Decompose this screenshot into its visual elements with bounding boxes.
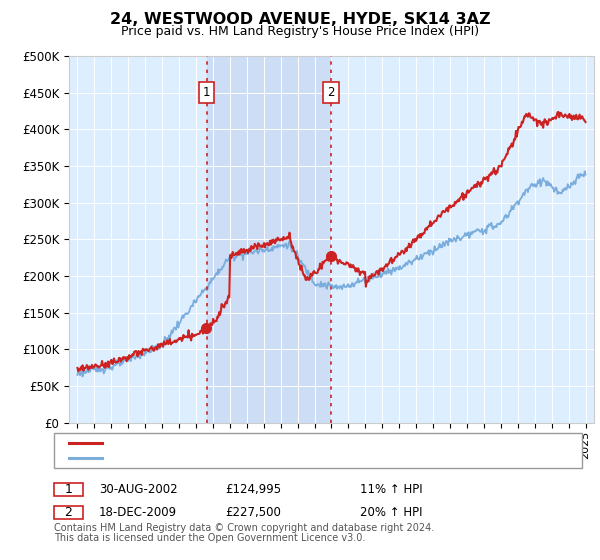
Text: 24, WESTWOOD AVENUE, HYDE, SK14 3AZ (detached house): 24, WESTWOOD AVENUE, HYDE, SK14 3AZ (det…: [105, 436, 464, 449]
Text: 1: 1: [64, 483, 73, 496]
Text: Price paid vs. HM Land Registry's House Price Index (HPI): Price paid vs. HM Land Registry's House …: [121, 25, 479, 38]
Text: 20% ↑ HPI: 20% ↑ HPI: [360, 506, 422, 519]
Text: 18-DEC-2009: 18-DEC-2009: [99, 506, 177, 519]
Text: £227,500: £227,500: [225, 506, 281, 519]
Text: 2: 2: [327, 86, 335, 99]
Bar: [206, 56, 331, 423]
Text: 30-AUG-2002: 30-AUG-2002: [99, 483, 178, 496]
Text: This data is licensed under the Open Government Licence v3.0.: This data is licensed under the Open Gov…: [54, 533, 365, 543]
Text: Contains HM Land Registry data © Crown copyright and database right 2024.: Contains HM Land Registry data © Crown c…: [54, 523, 434, 533]
Text: 24, WESTWOOD AVENUE, HYDE, SK14 3AZ: 24, WESTWOOD AVENUE, HYDE, SK14 3AZ: [110, 12, 490, 27]
Text: 11% ↑ HPI: 11% ↑ HPI: [360, 483, 422, 496]
Text: HPI: Average price, detached house, Tameside: HPI: Average price, detached house, Tame…: [105, 451, 379, 464]
Text: 1: 1: [203, 86, 211, 99]
Text: 2: 2: [64, 506, 73, 519]
Text: £124,995: £124,995: [225, 483, 281, 496]
